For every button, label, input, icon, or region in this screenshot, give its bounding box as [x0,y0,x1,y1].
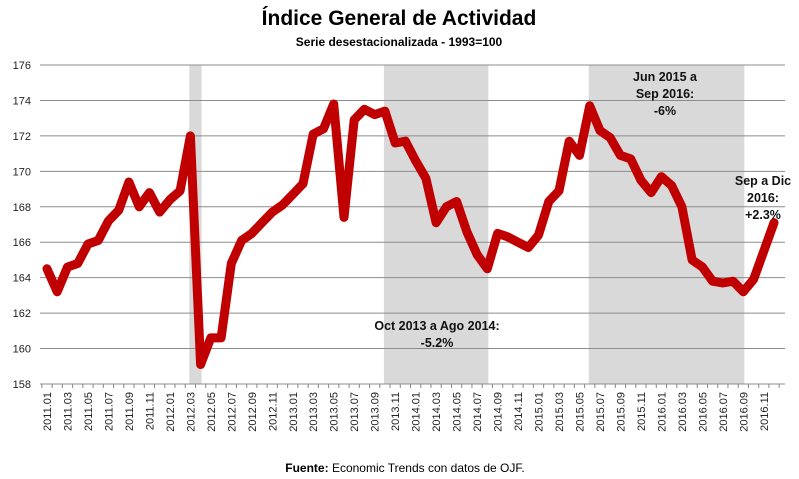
y-tick-label: 162 [13,308,31,320]
x-tick-label: 2011.03 [62,392,74,431]
x-tick-label: 2014.07 [472,392,484,432]
x-tick-label: 2014.11 [513,392,525,431]
chart-title: Índice General de Actividad [262,7,537,30]
x-tick-label: 2016.01 [656,392,668,432]
x-tick-label: 2013.09 [370,392,382,432]
annotation-line: Jun 2015 a [633,70,698,84]
x-tick-label: 2015.01 [534,392,546,432]
x-tick-label: 2011.05 [83,392,95,431]
source-text: Economic Trends con datos de OJF. [329,461,525,475]
x-tick-label: 2012.09 [247,392,259,432]
x-tick-label: 2013.05 [329,392,341,432]
x-tick-label: 2011.01 [42,392,54,431]
y-tick-label: 176 [13,60,31,72]
y-tick-label: 170 [13,166,31,178]
y-tick-label: 172 [13,131,31,143]
x-tick-label: 2013.11 [390,392,402,431]
source-note: Fuente: Economic Trends con datos de OJF… [285,461,524,475]
shaded-period-3 [588,65,745,384]
x-tick-label: 2012.03 [185,392,197,432]
x-tick-label: 2015.05 [574,392,586,432]
annotation-line: -5.2% [421,336,454,350]
x-tick-label: 2015.09 [615,392,627,432]
x-tick-label: 2012.05 [206,392,218,432]
x-tick-label: 2015.07 [595,392,607,432]
annotation-line: 2016: [747,191,779,205]
annotation-line: Sep 2016: [636,87,694,101]
x-tick-label: 2016.05 [697,392,709,432]
x-tick-label: 2015.03 [554,392,566,432]
x-tick-label: 2014.01 [411,392,423,432]
annotation-line: +2.3% [745,208,781,222]
series-line [42,99,779,369]
annotation-line: Oct 2013 a Ago 2014: [374,319,499,333]
annotation-1: Oct 2013 a Ago 2014: -5.2% [374,319,499,350]
y-tick-label: 164 [13,273,31,285]
annotation-line: -6% [654,104,676,118]
x-tick-label: 2016.09 [738,392,750,432]
x-tick-label: 2012.01 [165,392,177,432]
x-tick-label: 2016.03 [677,392,689,432]
annotation-2: Jun 2015 a Sep 2016: -6% [633,70,698,118]
x-tick-label: 2011.07 [103,392,115,431]
y-tick-label: 160 [13,344,31,356]
x-tick-label: 2011.09 [124,392,136,431]
x-tick-label: 2013.03 [308,392,320,432]
y-tick-label: 166 [13,237,31,249]
y-tick-label: 168 [13,202,31,214]
x-tick-label: 2014.03 [431,392,443,432]
x-tick-label: 2016.11 [759,392,771,431]
y-tick-label: 174 [13,95,31,107]
x-tick-label: 2013.07 [349,392,361,432]
annotation-3: Sep a Dic 2016: +2.3% [735,174,791,222]
annotation-line: Sep a Dic [735,174,791,188]
x-tick-label: 2015.11 [636,392,648,431]
x-tick-label: 2016.07 [718,392,730,432]
x-tick-label: 2014.09 [493,392,505,432]
x-tick-label: 2013.01 [288,392,300,432]
y-tick-label: 158 [13,379,31,391]
x-tick-label: 2012.11 [267,392,279,431]
source-label: Fuente: [285,461,328,475]
x-tick-label: 2012.07 [226,392,238,432]
chart-subtitle: Serie desestacionalizada - 1993=100 [296,35,503,49]
x-tick-label: 2011.11 [144,392,156,430]
x-tick-label: 2014.05 [452,392,464,432]
